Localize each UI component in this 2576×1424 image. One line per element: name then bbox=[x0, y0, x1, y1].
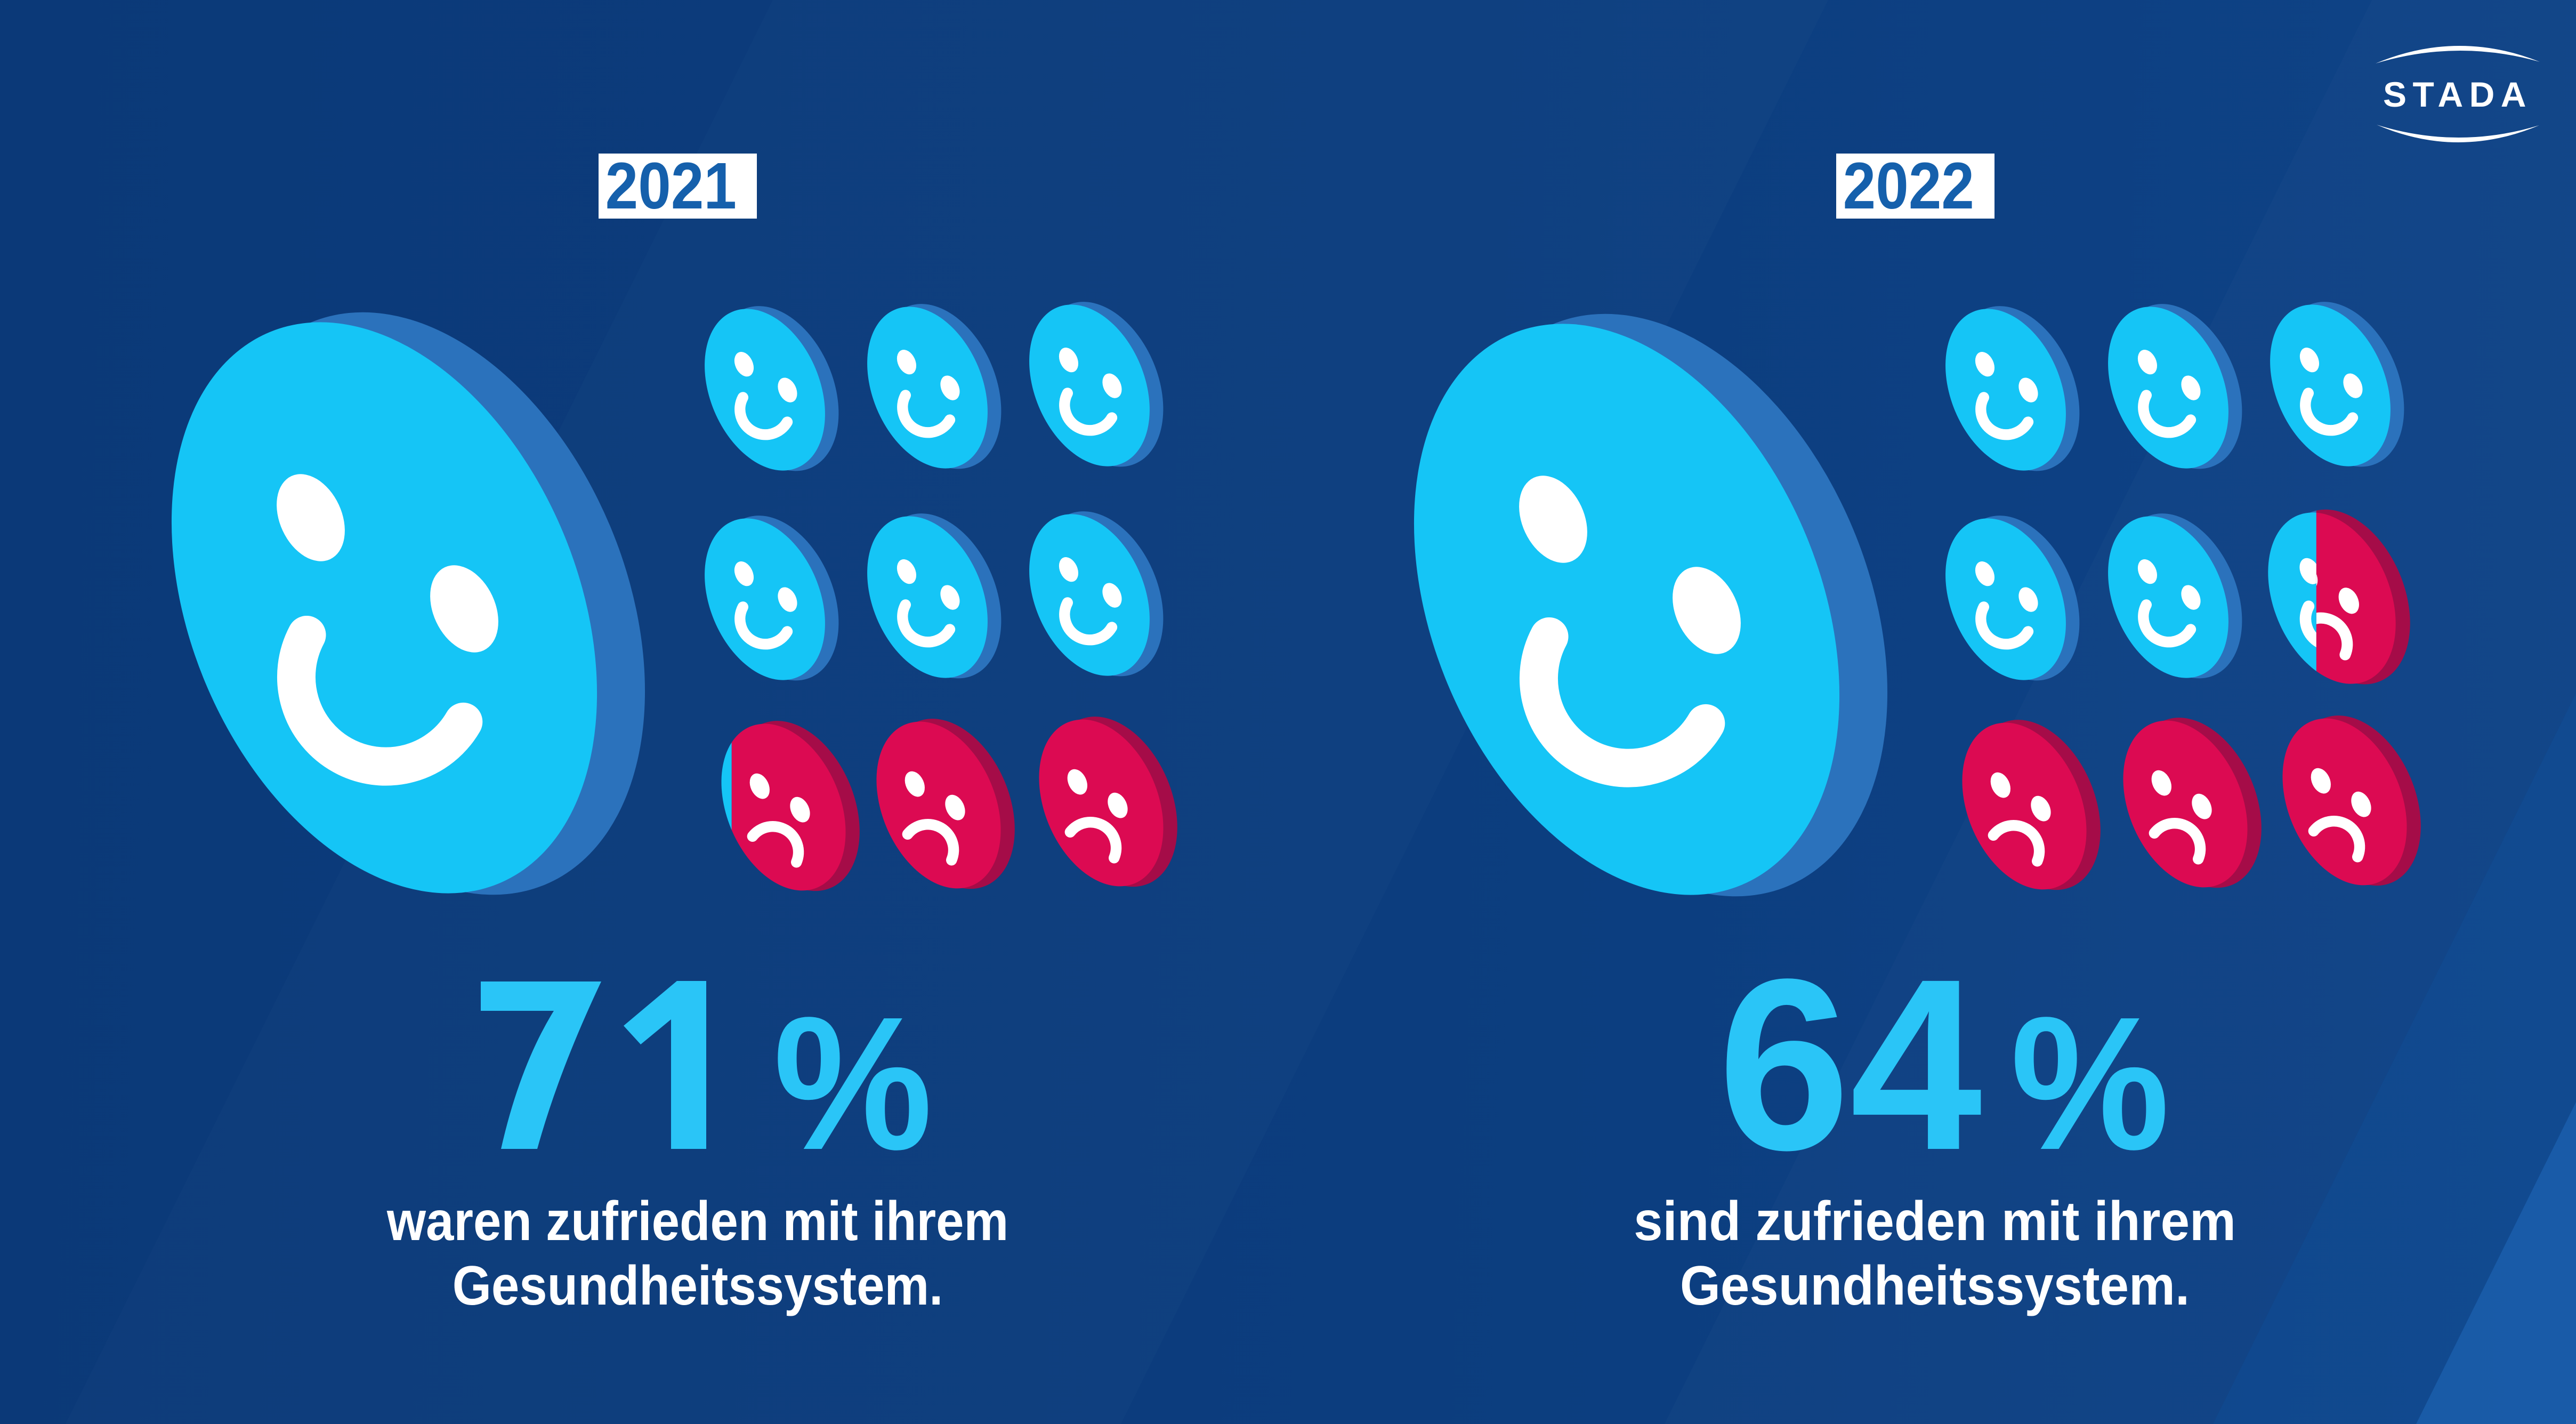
svg-text:STADA: STADA bbox=[2383, 75, 2532, 114]
